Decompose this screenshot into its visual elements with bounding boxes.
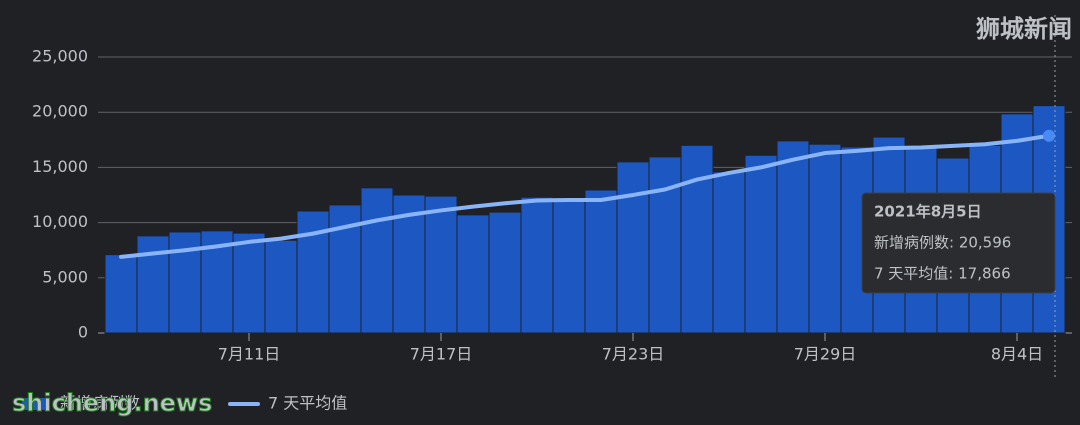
bar xyxy=(744,154,778,334)
x-tick-label: 7月23日 xyxy=(602,345,665,364)
y-tick-label: 5,000 xyxy=(42,267,88,286)
bar xyxy=(616,161,650,334)
y-tick-label: 15,000 xyxy=(32,157,88,176)
bar xyxy=(808,143,842,334)
x-tick-label: 7月29日 xyxy=(794,345,857,364)
bar xyxy=(456,214,490,334)
legend-swatch xyxy=(22,398,50,410)
bar xyxy=(104,254,138,334)
bar xyxy=(552,197,586,334)
y-tick-label: 0 xyxy=(78,323,88,342)
tooltip-row: 新增病例数: 20,596 xyxy=(874,234,1011,252)
bar xyxy=(488,211,522,334)
bar xyxy=(648,156,682,334)
tooltip-row: 7 天平均值: 17,866 xyxy=(874,265,1011,283)
bar xyxy=(360,187,394,334)
hover-point xyxy=(1043,129,1055,142)
legend-label: 新增病例数 xyxy=(60,394,140,413)
watermark: 狮城新闻 xyxy=(976,15,1072,43)
tooltip-title: 2021年8月5日 xyxy=(874,203,982,221)
bar xyxy=(264,239,298,334)
legend-label: 7 天平均值 xyxy=(268,394,347,413)
y-tick-label: 20,000 xyxy=(32,102,88,121)
bar xyxy=(520,196,554,334)
tooltip-box xyxy=(861,192,1056,294)
x-tick-label: 7月11日 xyxy=(218,345,281,364)
bar xyxy=(424,195,458,334)
bar xyxy=(232,232,266,334)
bar xyxy=(712,171,746,334)
x-tick-label: 7月17日 xyxy=(410,345,473,364)
y-tick-label: 10,000 xyxy=(32,212,88,231)
bar xyxy=(584,189,618,334)
watermark: shicheng.news xyxy=(12,389,212,417)
bar xyxy=(680,144,714,334)
x-tick-label: 8月4日 xyxy=(991,345,1043,364)
bar xyxy=(776,140,810,334)
y-tick-label: 25,000 xyxy=(32,47,88,66)
average-line xyxy=(119,133,1051,259)
